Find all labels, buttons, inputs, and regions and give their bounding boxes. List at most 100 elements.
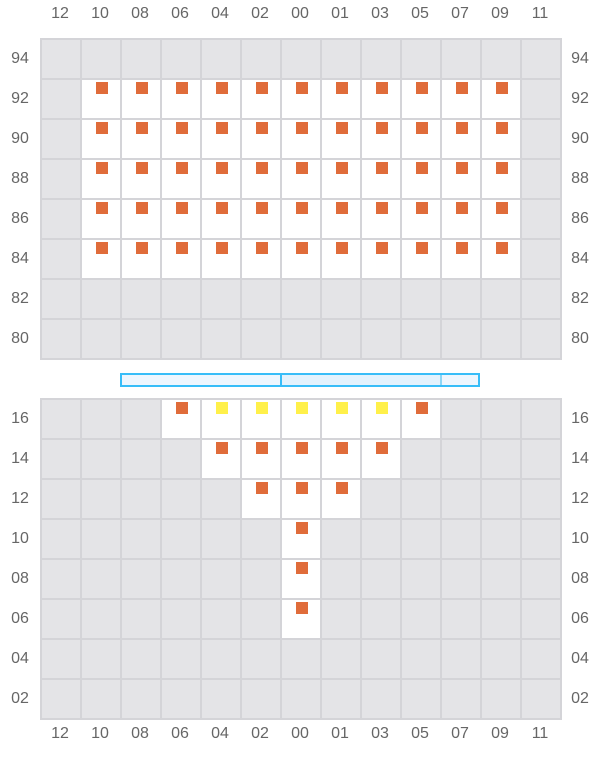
seat-cell[interactable]	[362, 240, 402, 280]
seat-marker[interactable]	[416, 242, 428, 254]
seat-marker[interactable]	[376, 122, 388, 134]
seat-cell[interactable]	[162, 200, 202, 240]
seat-cell[interactable]	[282, 400, 322, 440]
seat-cell[interactable]	[242, 160, 282, 200]
seat-marker[interactable]	[256, 82, 268, 94]
seat-marker[interactable]	[136, 122, 148, 134]
seat-marker[interactable]	[416, 82, 428, 94]
seat-cell[interactable]	[442, 120, 482, 160]
divider-bar[interactable]	[120, 373, 480, 387]
seat-marker[interactable]	[296, 162, 308, 174]
seat-cell[interactable]	[442, 80, 482, 120]
seat-cell[interactable]	[242, 480, 282, 520]
seat-marker[interactable]	[336, 482, 348, 494]
seat-cell[interactable]	[282, 480, 322, 520]
seat-marker[interactable]	[136, 82, 148, 94]
seat-cell[interactable]	[322, 240, 362, 280]
seat-marker[interactable]	[376, 82, 388, 94]
seat-cell[interactable]	[202, 120, 242, 160]
seat-cell[interactable]	[202, 80, 242, 120]
seat-marker[interactable]	[216, 162, 228, 174]
seat-cell[interactable]	[482, 80, 522, 120]
seat-marker[interactable]	[416, 162, 428, 174]
seat-marker[interactable]	[336, 242, 348, 254]
seat-cell[interactable]	[322, 400, 362, 440]
seat-cell[interactable]	[82, 240, 122, 280]
seat-marker[interactable]	[96, 122, 108, 134]
seat-cell[interactable]	[82, 200, 122, 240]
seat-marker[interactable]	[96, 242, 108, 254]
seat-marker[interactable]	[216, 122, 228, 134]
seat-cell[interactable]	[322, 200, 362, 240]
divider-bar-segment[interactable]	[280, 375, 440, 385]
seat-marker[interactable]	[336, 82, 348, 94]
seat-cell[interactable]	[122, 80, 162, 120]
seat-marker[interactable]	[216, 442, 228, 454]
seat-cell[interactable]	[202, 400, 242, 440]
selected-seat-marker[interactable]	[296, 402, 308, 414]
seat-cell[interactable]	[282, 560, 322, 600]
seat-marker[interactable]	[256, 122, 268, 134]
seat-marker[interactable]	[456, 162, 468, 174]
divider-bar-segment[interactable]	[122, 375, 280, 385]
seat-marker[interactable]	[296, 602, 308, 614]
seat-cell[interactable]	[282, 520, 322, 560]
seat-marker[interactable]	[376, 442, 388, 454]
seat-cell[interactable]	[82, 120, 122, 160]
seat-cell[interactable]	[242, 80, 282, 120]
seat-cell[interactable]	[482, 200, 522, 240]
seat-cell[interactable]	[482, 160, 522, 200]
seat-cell[interactable]	[282, 240, 322, 280]
seat-marker[interactable]	[336, 162, 348, 174]
selected-seat-marker[interactable]	[336, 402, 348, 414]
selected-seat-marker[interactable]	[256, 402, 268, 414]
seat-marker[interactable]	[256, 442, 268, 454]
seat-cell[interactable]	[402, 400, 442, 440]
seat-cell[interactable]	[242, 400, 282, 440]
seat-cell[interactable]	[122, 160, 162, 200]
seat-cell[interactable]	[82, 160, 122, 200]
seat-cell[interactable]	[362, 400, 402, 440]
seat-marker[interactable]	[256, 202, 268, 214]
seat-marker[interactable]	[136, 202, 148, 214]
seat-marker[interactable]	[216, 202, 228, 214]
seat-cell[interactable]	[122, 200, 162, 240]
seat-cell[interactable]	[402, 200, 442, 240]
seat-marker[interactable]	[296, 242, 308, 254]
seat-cell[interactable]	[362, 200, 402, 240]
seat-marker[interactable]	[296, 442, 308, 454]
seat-marker[interactable]	[176, 162, 188, 174]
selected-seat-marker[interactable]	[376, 402, 388, 414]
seat-cell[interactable]	[362, 120, 402, 160]
seat-marker[interactable]	[376, 202, 388, 214]
seat-marker[interactable]	[176, 82, 188, 94]
seat-cell[interactable]	[442, 160, 482, 200]
seat-marker[interactable]	[256, 482, 268, 494]
seat-marker[interactable]	[416, 402, 428, 414]
divider-bar-segment[interactable]	[440, 375, 478, 385]
seat-marker[interactable]	[336, 442, 348, 454]
seat-cell[interactable]	[202, 440, 242, 480]
seat-marker[interactable]	[176, 202, 188, 214]
seat-cell[interactable]	[242, 240, 282, 280]
seat-cell[interactable]	[322, 160, 362, 200]
seat-marker[interactable]	[456, 202, 468, 214]
seat-marker[interactable]	[296, 202, 308, 214]
seat-cell[interactable]	[362, 440, 402, 480]
seat-marker[interactable]	[96, 202, 108, 214]
seat-cell[interactable]	[402, 240, 442, 280]
seat-marker[interactable]	[256, 242, 268, 254]
seat-cell[interactable]	[242, 120, 282, 160]
seat-cell[interactable]	[442, 240, 482, 280]
seat-cell[interactable]	[282, 600, 322, 640]
seat-cell[interactable]	[162, 400, 202, 440]
seat-cell[interactable]	[282, 440, 322, 480]
seat-marker[interactable]	[216, 82, 228, 94]
seat-marker[interactable]	[496, 122, 508, 134]
seat-marker[interactable]	[496, 162, 508, 174]
seat-marker[interactable]	[416, 122, 428, 134]
seat-marker[interactable]	[296, 482, 308, 494]
seat-marker[interactable]	[416, 202, 428, 214]
seat-cell[interactable]	[322, 120, 362, 160]
seat-cell[interactable]	[202, 240, 242, 280]
